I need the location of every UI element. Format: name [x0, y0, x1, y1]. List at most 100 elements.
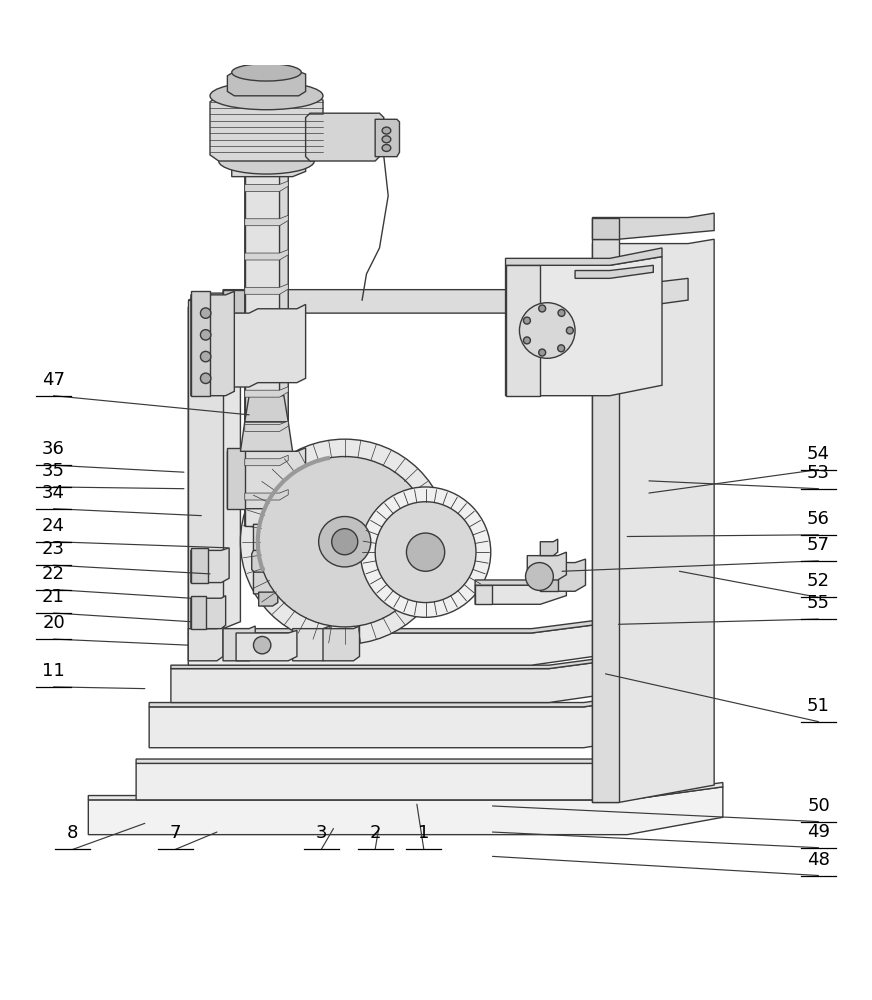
Polygon shape	[228, 448, 245, 509]
Polygon shape	[245, 250, 289, 260]
Polygon shape	[232, 163, 305, 177]
Polygon shape	[541, 539, 558, 556]
Polygon shape	[171, 658, 627, 703]
Text: 49: 49	[807, 823, 830, 841]
Polygon shape	[188, 300, 223, 629]
Polygon shape	[88, 787, 723, 835]
Polygon shape	[323, 626, 359, 661]
Text: 1: 1	[419, 824, 430, 842]
Ellipse shape	[382, 127, 391, 134]
Ellipse shape	[523, 317, 530, 324]
Polygon shape	[228, 448, 305, 509]
Polygon shape	[245, 352, 289, 363]
Polygon shape	[528, 552, 567, 580]
Ellipse shape	[539, 305, 546, 312]
Text: 11: 11	[42, 662, 65, 680]
Ellipse shape	[375, 502, 476, 603]
Text: 35: 35	[42, 462, 65, 480]
Text: 23: 23	[42, 540, 65, 558]
Polygon shape	[305, 113, 384, 161]
Polygon shape	[191, 596, 206, 629]
Polygon shape	[188, 623, 605, 665]
Polygon shape	[293, 626, 330, 661]
Polygon shape	[223, 290, 245, 313]
Ellipse shape	[558, 309, 565, 316]
Polygon shape	[280, 170, 289, 526]
Polygon shape	[575, 265, 653, 278]
Polygon shape	[618, 622, 705, 782]
Ellipse shape	[558, 345, 565, 352]
Polygon shape	[252, 548, 287, 574]
Text: 2: 2	[370, 824, 381, 842]
Polygon shape	[254, 522, 287, 552]
Ellipse shape	[406, 533, 445, 571]
Polygon shape	[475, 578, 567, 604]
Polygon shape	[506, 257, 662, 396]
Ellipse shape	[219, 148, 314, 174]
Polygon shape	[541, 559, 585, 591]
Polygon shape	[475, 571, 567, 585]
Polygon shape	[191, 291, 210, 396]
Polygon shape	[506, 265, 541, 396]
Text: 36: 36	[42, 440, 65, 458]
Polygon shape	[254, 570, 285, 594]
Polygon shape	[592, 218, 618, 239]
Ellipse shape	[382, 144, 391, 151]
Polygon shape	[223, 626, 255, 661]
Polygon shape	[245, 181, 289, 191]
Text: 3: 3	[316, 824, 327, 842]
Text: 55: 55	[807, 594, 830, 612]
Text: 7: 7	[169, 824, 181, 842]
Ellipse shape	[360, 487, 491, 617]
Polygon shape	[188, 626, 223, 661]
Polygon shape	[149, 696, 662, 748]
Ellipse shape	[201, 330, 211, 340]
Polygon shape	[375, 119, 399, 157]
Text: 34: 34	[42, 484, 65, 502]
Polygon shape	[188, 293, 241, 300]
Polygon shape	[191, 596, 226, 629]
Ellipse shape	[331, 529, 358, 555]
Polygon shape	[605, 604, 710, 800]
Polygon shape	[245, 396, 289, 422]
Ellipse shape	[539, 349, 546, 356]
Polygon shape	[259, 590, 278, 606]
Ellipse shape	[254, 636, 271, 654]
Text: 24: 24	[42, 517, 65, 535]
Polygon shape	[236, 630, 297, 661]
Ellipse shape	[526, 563, 554, 590]
Text: 51: 51	[807, 697, 830, 715]
Ellipse shape	[210, 82, 323, 110]
Polygon shape	[136, 748, 692, 763]
Text: 22: 22	[42, 565, 65, 583]
Polygon shape	[245, 455, 289, 466]
Polygon shape	[223, 304, 305, 387]
Text: 54: 54	[807, 445, 830, 463]
Polygon shape	[149, 691, 662, 707]
Polygon shape	[475, 585, 493, 604]
Ellipse shape	[201, 308, 211, 318]
Ellipse shape	[225, 154, 308, 171]
Polygon shape	[88, 782, 723, 800]
Ellipse shape	[258, 457, 432, 627]
Text: 48: 48	[807, 851, 830, 869]
Text: 52: 52	[807, 572, 830, 590]
Polygon shape	[245, 215, 289, 226]
Polygon shape	[210, 96, 323, 161]
Text: 20: 20	[42, 614, 65, 632]
Polygon shape	[245, 490, 289, 500]
Polygon shape	[592, 239, 618, 802]
Text: 57: 57	[807, 536, 830, 554]
Polygon shape	[506, 248, 662, 265]
Polygon shape	[136, 752, 692, 800]
Polygon shape	[191, 548, 208, 583]
Polygon shape	[245, 170, 289, 526]
Text: 21: 21	[42, 588, 65, 606]
Polygon shape	[188, 300, 241, 629]
Polygon shape	[191, 291, 235, 396]
Text: 50: 50	[807, 797, 830, 815]
Ellipse shape	[232, 64, 301, 81]
Polygon shape	[245, 284, 289, 294]
Ellipse shape	[382, 136, 391, 143]
Polygon shape	[245, 318, 289, 329]
